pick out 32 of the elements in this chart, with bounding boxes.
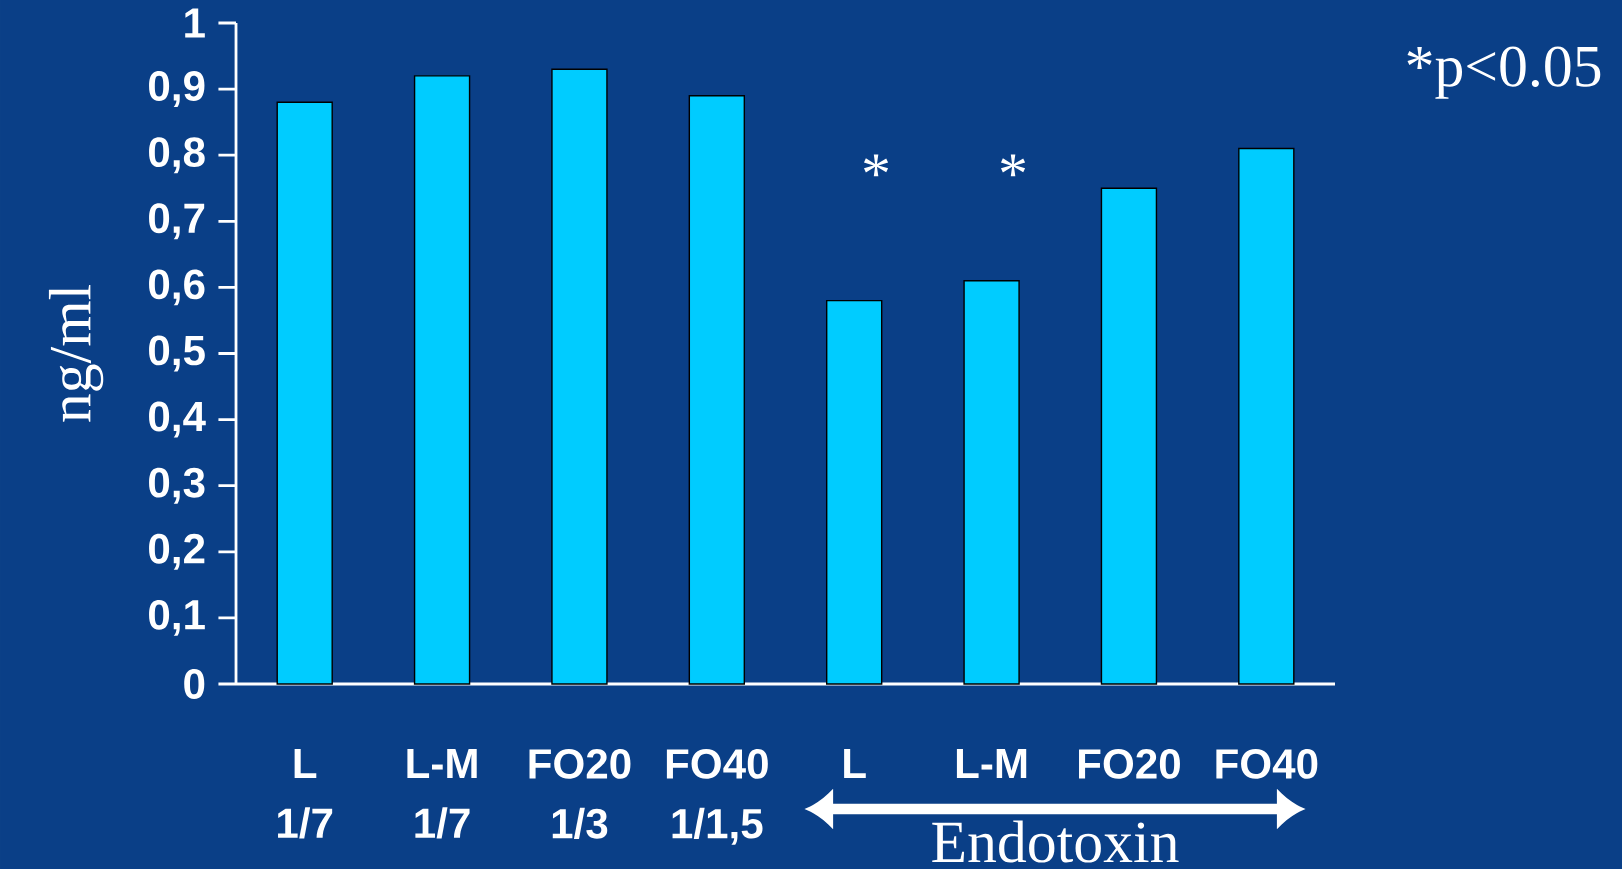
y-tick-label: 0,3 [149,467,205,504]
bar [551,68,608,685]
annotation: * [1000,154,1026,177]
x-tick-label: FO40 1/1,5 [666,748,768,845]
y-tick-label: 0,2 [149,533,205,570]
bar [413,75,471,685]
y-tick-label: 1 [185,8,205,38]
y-tick-label: 0,7 [149,203,205,240]
y-tick-label: 0,4 [149,401,206,438]
y-tick-label: 0,9 [149,71,205,108]
bar [688,94,746,685]
text: *p<0.05 [1407,46,1601,99]
y-tick-label: 0,8 [149,137,205,174]
y-tick-label: 0,1 [149,599,205,636]
x-tick-label: L [844,749,866,778]
y-axis-title: ng/ml [48,284,104,422]
x-tick-label: L-M [956,749,1027,778]
text: Endotoxin [932,820,1179,863]
x-tick-label: FO20 1/3 [529,748,631,839]
y-tick-label: 0,6 [149,269,205,306]
bar [1100,187,1158,685]
y-tick-label: 0 [184,669,205,699]
x-tick-label: FO40 [1216,748,1318,779]
x-tick-label: L 1/7 [278,749,333,839]
bar [963,280,1020,685]
x-tick-label: FO20 [1079,748,1180,779]
bar [276,101,333,685]
bar [1238,147,1295,685]
x-tick-label: L-M 1/7 [407,749,477,839]
y-tick-label: 0,5 [149,335,205,372]
annotation: * [863,154,889,177]
bar [825,299,883,685]
